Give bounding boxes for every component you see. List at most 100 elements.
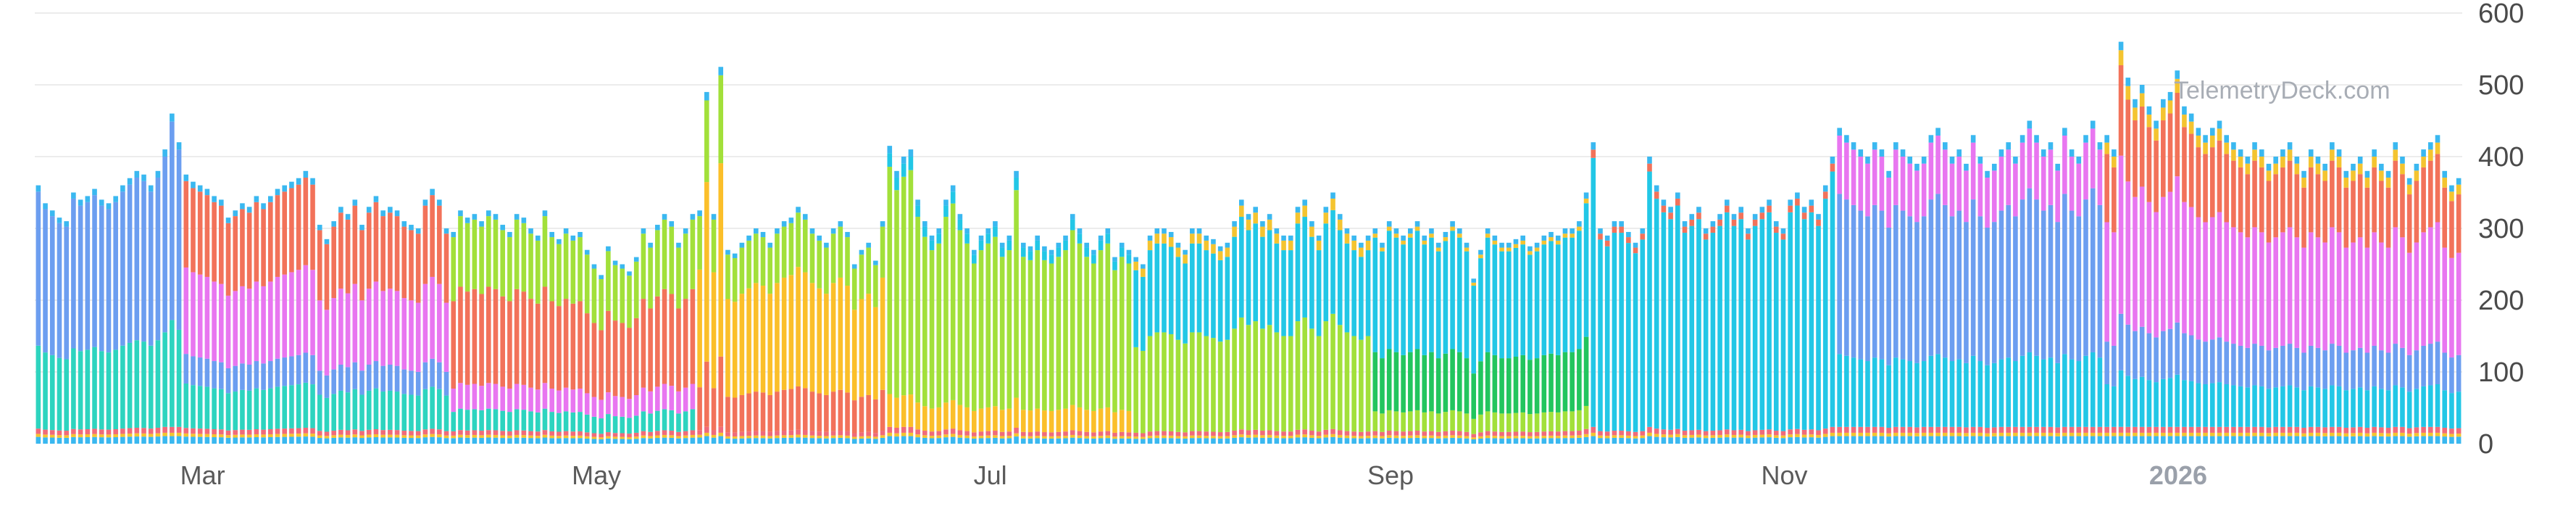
day-bar[interactable] [2308,149,2314,444]
day-bar[interactable] [2442,170,2448,444]
day-bar[interactable] [1626,231,1631,444]
day-bar[interactable] [753,228,759,444]
day-bar[interactable] [1119,242,1125,444]
day-bar[interactable] [739,242,745,444]
day-bar[interactable] [1386,221,1392,444]
day-bar[interactable] [1809,199,1814,444]
day-bar[interactable] [2238,149,2243,444]
day-bar[interactable] [915,199,920,444]
day-bar[interactable] [127,178,133,444]
day-bar[interactable] [999,242,1005,444]
day-bar[interactable] [2343,170,2349,444]
day-bar[interactable] [1654,185,1659,444]
day-bar[interactable] [443,228,449,444]
day-bar[interactable] [1429,228,1434,444]
day-bar[interactable] [1752,214,1758,444]
day-bar[interactable] [275,188,280,444]
day-bar[interactable] [246,207,252,444]
day-bar[interactable] [388,207,393,444]
day-bar[interactable] [1780,228,1786,444]
day-bar[interactable] [254,196,259,444]
day-bar[interactable] [1105,228,1111,444]
day-bar[interactable] [225,218,231,444]
day-bar[interactable] [655,225,660,444]
day-bar[interactable] [219,199,224,444]
day-bar[interactable] [296,178,301,444]
day-bar[interactable] [1344,228,1350,444]
day-bar[interactable] [866,242,871,444]
day-bar[interactable] [2259,149,2264,444]
day-bar[interactable] [1914,163,1920,444]
day-bar[interactable] [1260,221,1265,444]
day-bar[interactable] [240,203,245,444]
day-bar[interactable] [1731,214,1737,444]
day-bar[interactable] [1020,242,1026,444]
day-bar[interactable] [570,235,576,444]
day-bar[interactable] [2280,149,2285,444]
day-bar[interactable] [2203,135,2208,444]
day-bar[interactable] [1204,235,1209,444]
day-bar[interactable] [1907,157,1913,444]
day-bar[interactable] [1570,228,1575,444]
day-bar[interactable] [936,228,942,444]
day-bar[interactable] [1323,207,1329,444]
day-bar[interactable] [1921,157,1927,444]
day-bar[interactable] [1049,249,1054,444]
day-bar[interactable] [775,228,780,444]
day-bar[interactable] [1457,228,1462,444]
day-bar[interactable] [2188,113,2194,444]
day-bar[interactable] [451,231,457,444]
day-bar[interactable] [2167,91,2173,444]
day-bar[interactable] [1141,264,1146,444]
day-bar[interactable] [1633,242,1638,444]
day-bar[interactable] [1788,199,1793,444]
day-bar[interactable] [1112,257,1117,444]
day-bar[interactable] [1886,170,1891,444]
day-bar[interactable] [1372,228,1378,444]
day-bar[interactable] [514,214,520,444]
day-bar[interactable] [1998,149,2004,444]
day-bar[interactable] [317,225,322,444]
day-bar[interactable] [1175,242,1181,444]
day-bar[interactable] [1063,235,1068,444]
day-bar[interactable] [669,221,675,444]
day-bar[interactable] [901,157,906,444]
day-bar[interactable] [507,231,512,444]
day-bar[interactable] [2224,135,2230,444]
day-bar[interactable] [1253,207,1259,444]
day-bar[interactable] [1661,199,1667,444]
day-bar[interactable] [261,203,266,444]
day-bar[interactable] [134,170,140,444]
day-bar[interactable] [1288,235,1293,444]
day-bar[interactable] [964,228,970,444]
day-bar[interactable] [1640,228,1646,444]
day-bar[interactable] [2406,178,2412,444]
day-bar[interactable] [170,113,175,444]
day-bar[interactable] [2175,70,2180,444]
day-bar[interactable] [873,260,878,444]
day-bar[interactable] [908,149,914,444]
day-bar[interactable] [1183,249,1188,444]
day-bar[interactable] [2125,78,2131,444]
day-bar[interactable] [486,210,491,444]
day-bar[interactable] [2069,149,2075,444]
day-bar[interactable] [1619,221,1624,444]
day-bar[interactable] [2245,157,2251,444]
day-bar[interactable] [493,214,499,444]
day-bar[interactable] [233,210,238,444]
day-bar[interactable] [1872,142,1877,444]
day-bar[interactable] [1414,221,1420,444]
day-bar[interactable] [830,228,836,444]
day-bar[interactable] [415,228,421,444]
day-bar[interactable] [464,218,470,444]
day-bar[interactable] [817,235,822,444]
day-bar[interactable] [2161,99,2166,444]
day-bar[interactable] [563,228,569,444]
day-bar[interactable] [1858,149,1864,444]
day-bar[interactable] [1795,192,1800,444]
day-bar[interactable] [2273,157,2278,444]
day-bar[interactable] [2393,142,2398,444]
day-bar[interactable] [1337,214,1343,444]
day-bar[interactable] [788,218,794,444]
day-bar[interactable] [1598,228,1603,444]
